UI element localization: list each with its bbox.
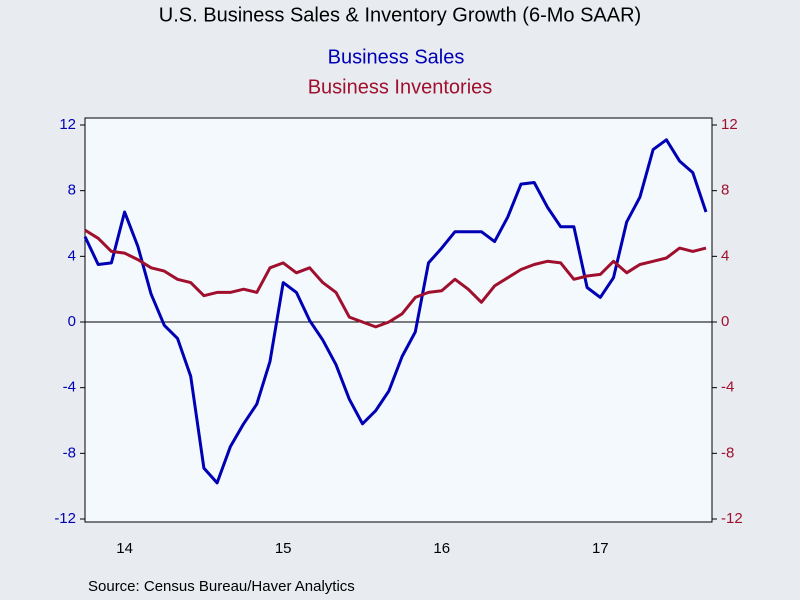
- y2-tick-label: 12: [721, 116, 738, 133]
- x-tick-label: 16: [433, 540, 450, 557]
- y-tick-label: -8: [63, 444, 76, 461]
- chart-title: U.S. Business Sales & Inventory Growth (…: [159, 4, 641, 26]
- y2-tick-label: -8: [721, 444, 734, 461]
- y2-tick-label: 4: [721, 247, 729, 264]
- y-tick-label: -4: [63, 379, 76, 396]
- y2-tick-label: 8: [721, 182, 729, 199]
- y2-tick-label: 0: [721, 313, 729, 330]
- legend-entry: Business Inventories: [308, 76, 493, 98]
- source-note: Source: Census Bureau/Haver Analytics: [88, 578, 355, 595]
- legend-entry: Business Sales: [328, 46, 465, 68]
- series-line: [83, 138, 708, 485]
- y-tick-label: 0: [68, 313, 76, 330]
- y-tick-label: -12: [54, 510, 76, 527]
- y-tick-label: 8: [68, 182, 76, 199]
- x-tick-label: 15: [275, 540, 292, 557]
- x-tick-label: 14: [116, 540, 133, 557]
- y2-tick-label: -12: [721, 510, 743, 527]
- x-tick-label: 17: [592, 540, 609, 557]
- plot-area: [84, 117, 713, 523]
- y2-tick-label: -4: [721, 379, 734, 396]
- series-line: [84, 228, 707, 329]
- y-tick-label: 12: [59, 116, 76, 133]
- y-tick-label: 4: [68, 247, 76, 264]
